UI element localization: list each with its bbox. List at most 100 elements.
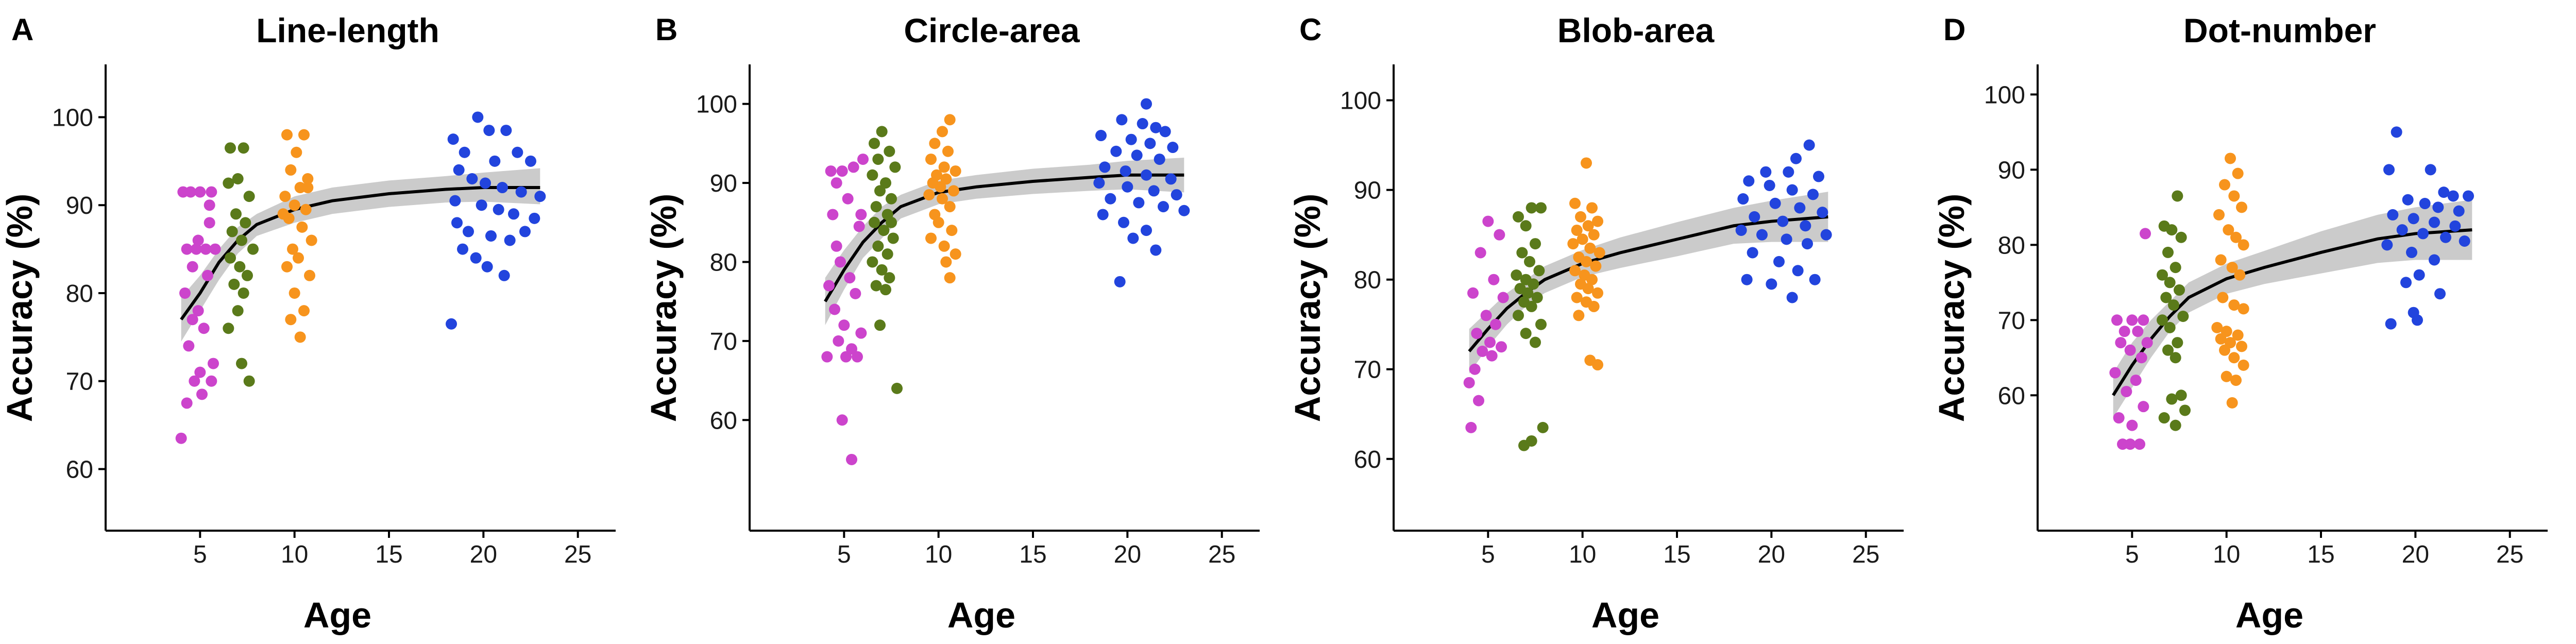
data-point-age-5: [844, 272, 856, 284]
data-point-age-20: [1766, 278, 1777, 290]
y-tick-label: 80: [66, 280, 93, 308]
y-tick-label: 100: [1984, 81, 2025, 109]
data-point-age-20: [1790, 152, 1802, 164]
data-point-age-7: [2172, 190, 2183, 202]
y-tick-label: 100: [1340, 88, 1381, 115]
data-point-age-5: [198, 323, 210, 334]
data-point-age-10: [289, 287, 300, 299]
y-tick-label: 60: [66, 456, 93, 483]
data-point-age-10: [302, 182, 314, 194]
data-point-age-10: [2238, 303, 2249, 315]
data-point-age-7: [1520, 328, 1532, 340]
data-point-age-7: [1526, 300, 1537, 312]
data-point-age-20: [1760, 166, 1772, 178]
data-point-age-10: [287, 243, 298, 255]
data-point-age-20: [2438, 187, 2450, 198]
data-point-age-10: [925, 232, 937, 244]
x-tick-label: 10: [925, 541, 952, 568]
data-point-age-7: [2157, 269, 2168, 281]
data-point-age-7: [2160, 292, 2172, 303]
data-point-age-10: [293, 252, 304, 264]
data-point-age-20: [476, 199, 487, 211]
data-point-age-10: [2230, 231, 2242, 243]
data-point-age-20: [2396, 224, 2408, 236]
data-point-age-5: [208, 358, 219, 369]
data-point-age-5: [179, 287, 191, 299]
data-point-age-20: [1099, 161, 1111, 173]
data-point-age-5: [187, 261, 198, 273]
data-point-age-5: [194, 186, 206, 198]
data-point-age-20: [1813, 171, 1824, 182]
data-point-age-10: [1592, 359, 1603, 371]
x-tick-label: 5: [193, 541, 207, 568]
data-point-age-5: [831, 240, 842, 252]
data-point-age-20: [1792, 265, 1804, 277]
panel-letter: B: [655, 12, 677, 47]
data-point-age-10: [1586, 274, 1598, 285]
data-point-age-5: [1475, 247, 1486, 259]
data-point-age-20: [1165, 173, 1177, 185]
data-point-age-20: [2383, 164, 2395, 176]
y-tick-label: 90: [1354, 177, 1381, 205]
data-point-age-10: [2238, 239, 2249, 251]
data-point-age-5: [835, 256, 846, 268]
data-point-age-20: [457, 243, 468, 255]
data-point-age-20: [2385, 318, 2397, 330]
data-point-age-5: [836, 414, 848, 426]
data-point-age-20: [2449, 220, 2461, 232]
x-axis-title: Age: [1591, 595, 1659, 635]
data-point-age-7: [869, 138, 880, 149]
data-point-age-10: [289, 199, 300, 211]
data-point-age-20: [1741, 274, 1753, 285]
data-point-age-7: [867, 169, 878, 181]
chart-title: Blob-area: [1557, 11, 1715, 49]
data-point-age-20: [1141, 98, 1152, 110]
data-point-age-20: [1786, 184, 1798, 196]
data-point-age-20: [512, 146, 523, 158]
data-point-age-20: [463, 226, 474, 238]
data-point-age-20: [2391, 126, 2402, 138]
data-point-age-10: [2215, 333, 2227, 345]
data-point-age-10: [2230, 375, 2242, 386]
data-point-age-7: [225, 252, 236, 264]
chart-title: Circle-area: [904, 11, 1080, 49]
chart-panel-d: D Dot-number 5 10 15 20 25 60 70 80 90 100 Age Accura…: [1931, 0, 2576, 644]
data-point-age-7: [869, 216, 880, 228]
x-tick-label: 15: [2307, 541, 2334, 568]
data-point-age-20: [2400, 277, 2412, 289]
data-point-age-20: [1148, 185, 1160, 197]
data-point-age-5: [2138, 401, 2149, 413]
data-point-age-20: [1116, 114, 1128, 126]
data-point-age-7: [880, 177, 891, 189]
data-point-age-5: [857, 154, 869, 165]
data-point-age-5: [189, 375, 200, 387]
data-point-age-10: [1581, 157, 1592, 169]
data-point-age-20: [504, 234, 516, 246]
data-point-age-20: [1114, 276, 1126, 287]
data-point-age-5: [1496, 341, 1507, 353]
data-point-age-7: [2175, 389, 2187, 401]
data-point-age-20: [2453, 205, 2465, 217]
data-point-age-5: [183, 340, 195, 352]
data-point-age-10: [1588, 229, 1600, 241]
data-point-age-5: [185, 186, 196, 198]
data-point-age-7: [2162, 344, 2174, 356]
data-point-age-7: [876, 264, 888, 276]
data-point-age-7: [2170, 352, 2181, 364]
y-tick-label: 70: [1354, 357, 1381, 384]
chart-svg: B Circle-area 5 10 15 20 25 60 70 80 90 100 Age Accur…: [643, 11, 1260, 635]
data-point-age-7: [240, 217, 251, 229]
data-point-age-20: [1743, 175, 1755, 187]
data-point-age-20: [2432, 201, 2444, 213]
data-point-age-20: [1749, 211, 1760, 223]
data-point-age-10: [2219, 344, 2230, 356]
data-point-age-20: [1159, 126, 1171, 138]
data-point-age-7: [880, 284, 891, 296]
data-point-age-20: [1800, 220, 1811, 232]
data-point-age-7: [234, 261, 246, 273]
data-point-age-5: [206, 375, 217, 387]
data-point-age-20: [1773, 256, 1785, 267]
x-axis-title: Age: [2235, 595, 2303, 635]
data-point-age-10: [2228, 299, 2240, 311]
data-point-age-7: [225, 142, 236, 154]
